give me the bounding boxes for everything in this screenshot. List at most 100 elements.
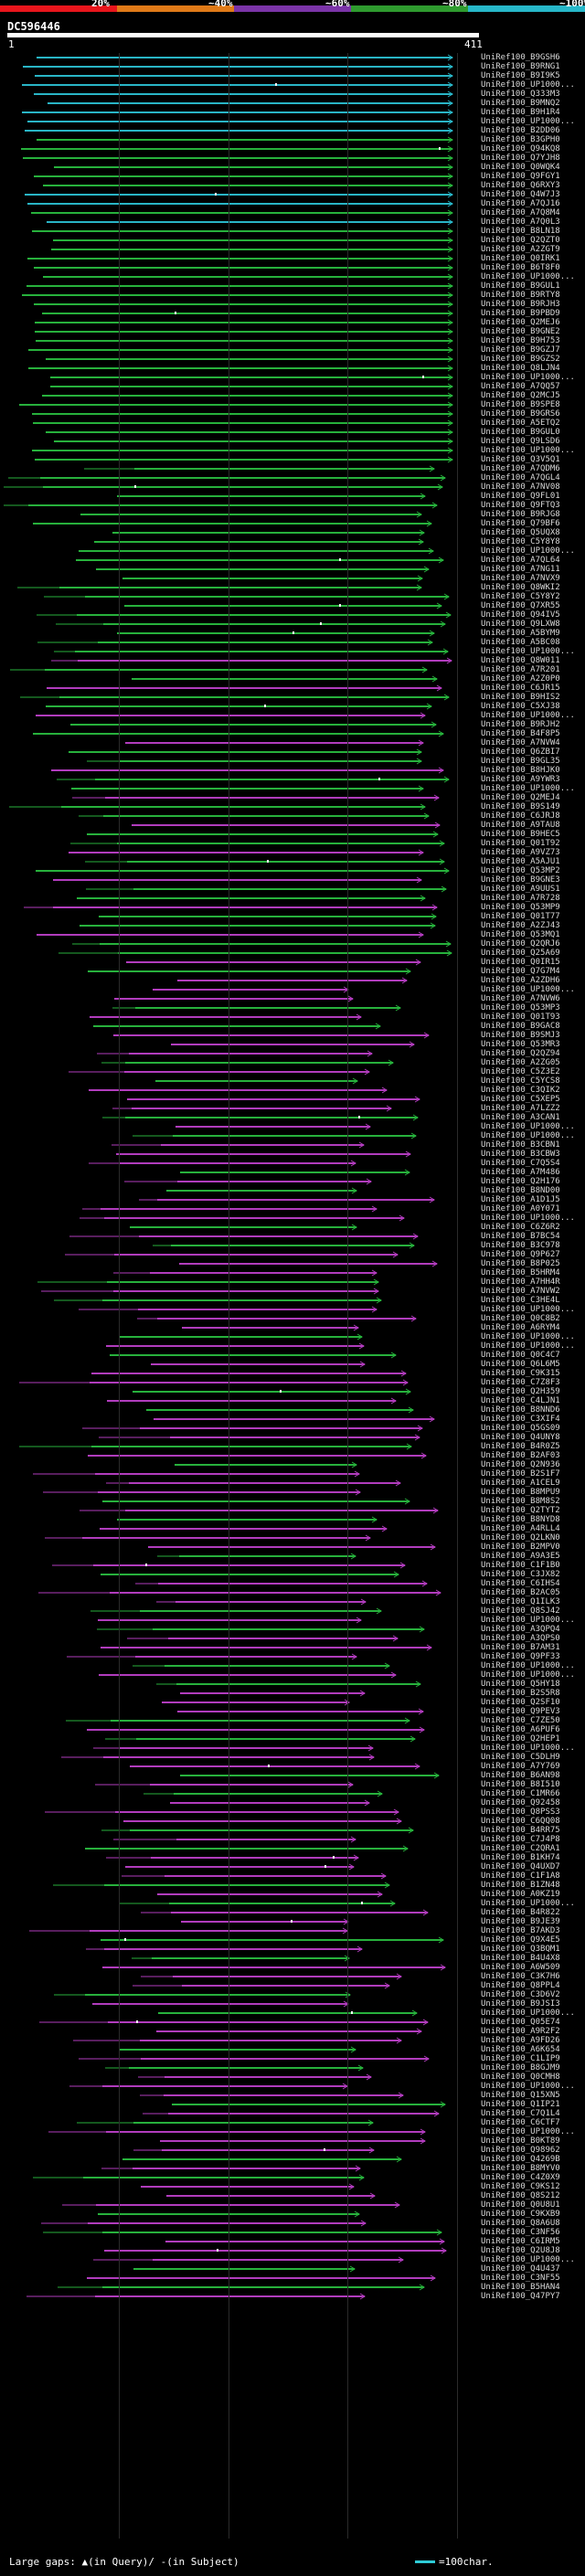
hit-label[interactable]: UniRef100_B0KT89 [481, 2136, 560, 2146]
hit-label[interactable]: UniRef100_A9R2F2 [481, 2027, 560, 2036]
hit-label[interactable]: UniRef100_UP1000... [481, 784, 575, 793]
hit-label[interactable]: UniRef100_C1LIP9 [481, 2054, 560, 2063]
hit-label[interactable]: UniRef100_B9GRS6 [481, 409, 560, 419]
hit-label[interactable]: UniRef100_UP1000... [481, 272, 575, 281]
hit-label[interactable]: UniRef100_Q8PSS3 [481, 1807, 560, 1817]
hit-label[interactable]: UniRef100_A2ZDH6 [481, 976, 560, 985]
hit-label[interactable]: UniRef100_A7Q0L3 [481, 217, 560, 227]
hit-label[interactable]: UniRef100_A2ZJ43 [481, 921, 560, 930]
hit-label[interactable]: UniRef100_B2S1F7 [481, 1469, 560, 1479]
hit-label[interactable]: UniRef100_Q9FTQ3 [481, 501, 560, 510]
hit-label[interactable]: UniRef100_B3GPH0 [481, 135, 560, 144]
hit-label[interactable]: UniRef100_B7AM31 [481, 1643, 560, 1652]
hit-label[interactable]: UniRef100_UP1000... [481, 1332, 575, 1341]
hit-label[interactable]: UniRef100_B2AF03 [481, 1451, 560, 1460]
hit-label[interactable]: UniRef100_C5XJ38 [481, 702, 560, 711]
hit-label[interactable]: UniRef100_B9GAC8 [481, 1022, 560, 1031]
hit-label[interactable]: UniRef100_B2AC05 [481, 1588, 560, 1597]
hit-label[interactable]: UniRef100_Q2QRJ6 [481, 939, 560, 949]
hit-label[interactable]: UniRef100_Q15XN5 [481, 2091, 560, 2100]
hit-label[interactable]: UniRef100_B8I510 [481, 1780, 560, 1789]
hit-label[interactable]: UniRef100_Q53MP9 [481, 903, 560, 912]
hit-label[interactable]: UniRef100_A9UUS1 [481, 885, 560, 894]
hit-label[interactable]: UniRef100_Q5HY18 [481, 1680, 560, 1689]
hit-label[interactable]: UniRef100_A2Z0P0 [481, 674, 560, 684]
hit-label[interactable]: UniRef100_UP1000... [481, 1131, 575, 1140]
hit-label[interactable]: UniRef100_UP1000... [481, 985, 575, 994]
hit-label[interactable]: UniRef100_Q5GS09 [481, 1424, 560, 1433]
hit-label[interactable]: UniRef100_Q2SF10 [481, 1698, 560, 1707]
hit-label[interactable]: UniRef100_B6AN98 [481, 1771, 560, 1780]
hit-label[interactable]: UniRef100_C6JRJ8 [481, 811, 560, 821]
hit-label[interactable]: UniRef100_C4Z0X9 [481, 2173, 560, 2182]
hit-label[interactable]: UniRef100_Q7XR55 [481, 601, 560, 610]
hit-label[interactable]: UniRef100_B8MPU9 [481, 1488, 560, 1497]
hit-label[interactable]: UniRef100_Q8S212 [481, 2191, 560, 2200]
hit-label[interactable]: UniRef100_A7LZZ2 [481, 1104, 560, 1113]
hit-label[interactable]: UniRef100_B7BC54 [481, 1232, 560, 1241]
hit-label[interactable]: UniRef100_C3QIK2 [481, 1086, 560, 1095]
hit-label[interactable]: UniRef100_C7ZE50 [481, 1716, 560, 1725]
hit-label[interactable]: UniRef100_Q92458 [481, 1798, 560, 1807]
hit-label[interactable]: UniRef100_B1KH74 [481, 1853, 560, 1862]
hit-label[interactable]: UniRef100_B9RNG1 [481, 62, 560, 71]
hit-label[interactable]: UniRef100_A6K654 [481, 2045, 560, 2054]
hit-label[interactable]: UniRef100_UP1000... [481, 546, 575, 556]
hit-label[interactable]: UniRef100_Q0U8U1 [481, 2200, 560, 2210]
hit-label[interactable]: UniRef100_Q4269B [481, 2155, 560, 2164]
hit-label[interactable]: UniRef100_A2ZGT9 [481, 245, 560, 254]
hit-label[interactable]: UniRef100_Q0IRK1 [481, 254, 560, 263]
hit-label[interactable]: UniRef100_Q5UQX8 [481, 528, 560, 537]
hit-label[interactable]: UniRef100_Q01T77 [481, 912, 560, 921]
hit-label[interactable]: UniRef100_B4U4X8 [481, 1954, 560, 1963]
hit-label[interactable]: UniRef100_Q6ZBI7 [481, 747, 560, 757]
hit-label[interactable]: UniRef100_B9JSI3 [481, 1999, 560, 2009]
hit-label[interactable]: UniRef100_B8LN18 [481, 227, 560, 236]
hit-label[interactable]: UniRef100_Q94KQ8 [481, 144, 560, 154]
hit-label[interactable]: UniRef100_B3CBW3 [481, 1150, 560, 1159]
hit-label[interactable]: UniRef100_UP1000... [481, 80, 575, 90]
hit-label[interactable]: UniRef100_A7Y769 [481, 1762, 560, 1771]
hit-label[interactable]: UniRef100_C5Z3E2 [481, 1067, 560, 1076]
hit-label[interactable]: UniRef100_C3NF55 [481, 2274, 560, 2283]
hit-label[interactable]: UniRef100_B5HAN4 [481, 2283, 560, 2292]
hit-label[interactable]: UniRef100_B9GSH6 [481, 53, 560, 62]
hit-label[interactable]: UniRef100_A7QQ57 [481, 382, 560, 391]
hit-label[interactable]: UniRef100_B8NND6 [481, 1405, 560, 1415]
hit-label[interactable]: UniRef100_B7AKD3 [481, 1926, 560, 1935]
hit-label[interactable]: UniRef100_C6JR15 [481, 684, 560, 693]
hit-label[interactable]: UniRef100_B8GJM9 [481, 2063, 560, 2072]
hit-label[interactable]: UniRef100_Q2H176 [481, 1177, 560, 1186]
hit-label[interactable]: UniRef100_B4F8P5 [481, 729, 560, 738]
hit-label[interactable]: UniRef100_A6RYM4 [481, 1323, 560, 1332]
hit-label[interactable]: UniRef100_Q0IR15 [481, 958, 560, 967]
hit-label[interactable]: UniRef100_B9RJH2 [481, 720, 560, 729]
hit-label[interactable]: UniRef100_C3K7H6 [481, 1972, 560, 1981]
hit-label[interactable]: UniRef100_C3HE4L [481, 1296, 560, 1305]
hit-label[interactable]: UniRef100_A7NVW2 [481, 1287, 560, 1296]
hit-label[interactable]: UniRef100_Q1IP21 [481, 2100, 560, 2109]
hit-label[interactable]: UniRef100_B8P025 [481, 1259, 560, 1268]
hit-label[interactable]: UniRef100_Q8A6U8 [481, 2219, 560, 2228]
hit-label[interactable]: UniRef100_C7J4P8 [481, 1835, 560, 1844]
hit-label[interactable]: UniRef100_B9GL35 [481, 757, 560, 766]
hit-label[interactable]: UniRef100_C9K315 [481, 1369, 560, 1378]
hit-label[interactable]: UniRef100_UP1000... [481, 1341, 575, 1351]
hit-label[interactable]: UniRef100_A7R728 [481, 894, 560, 903]
hit-label[interactable]: UniRef100_B8NYD8 [481, 1515, 560, 1524]
hit-label[interactable]: UniRef100_Q2LKN0 [481, 1533, 560, 1542]
hit-label[interactable]: UniRef100_A9YWR3 [481, 775, 560, 784]
hit-label[interactable]: UniRef100_B9RJG8 [481, 510, 560, 519]
hit-label[interactable]: UniRef100_C6IHS4 [481, 1579, 560, 1588]
hit-label[interactable]: UniRef100_A5ETQ2 [481, 419, 560, 428]
hit-label[interactable]: UniRef100_UP1000... [481, 2255, 575, 2264]
hit-label[interactable]: UniRef100_A1D1J5 [481, 1195, 560, 1204]
hit-label[interactable]: UniRef100_Q9P627 [481, 1250, 560, 1259]
hit-label[interactable]: UniRef100_C9KS12 [481, 2182, 560, 2191]
hit-label[interactable]: UniRef100_UP1000... [481, 1122, 575, 1131]
hit-label[interactable]: UniRef100_Q1ILK3 [481, 1597, 560, 1606]
hit-label[interactable]: UniRef100_A7R201 [481, 665, 560, 674]
hit-label[interactable]: UniRef100_A0Y071 [481, 1204, 560, 1214]
hit-label[interactable]: UniRef100_B9JE39 [481, 1917, 560, 1926]
hit-label[interactable]: UniRef100_C1F1A8 [481, 1871, 560, 1881]
